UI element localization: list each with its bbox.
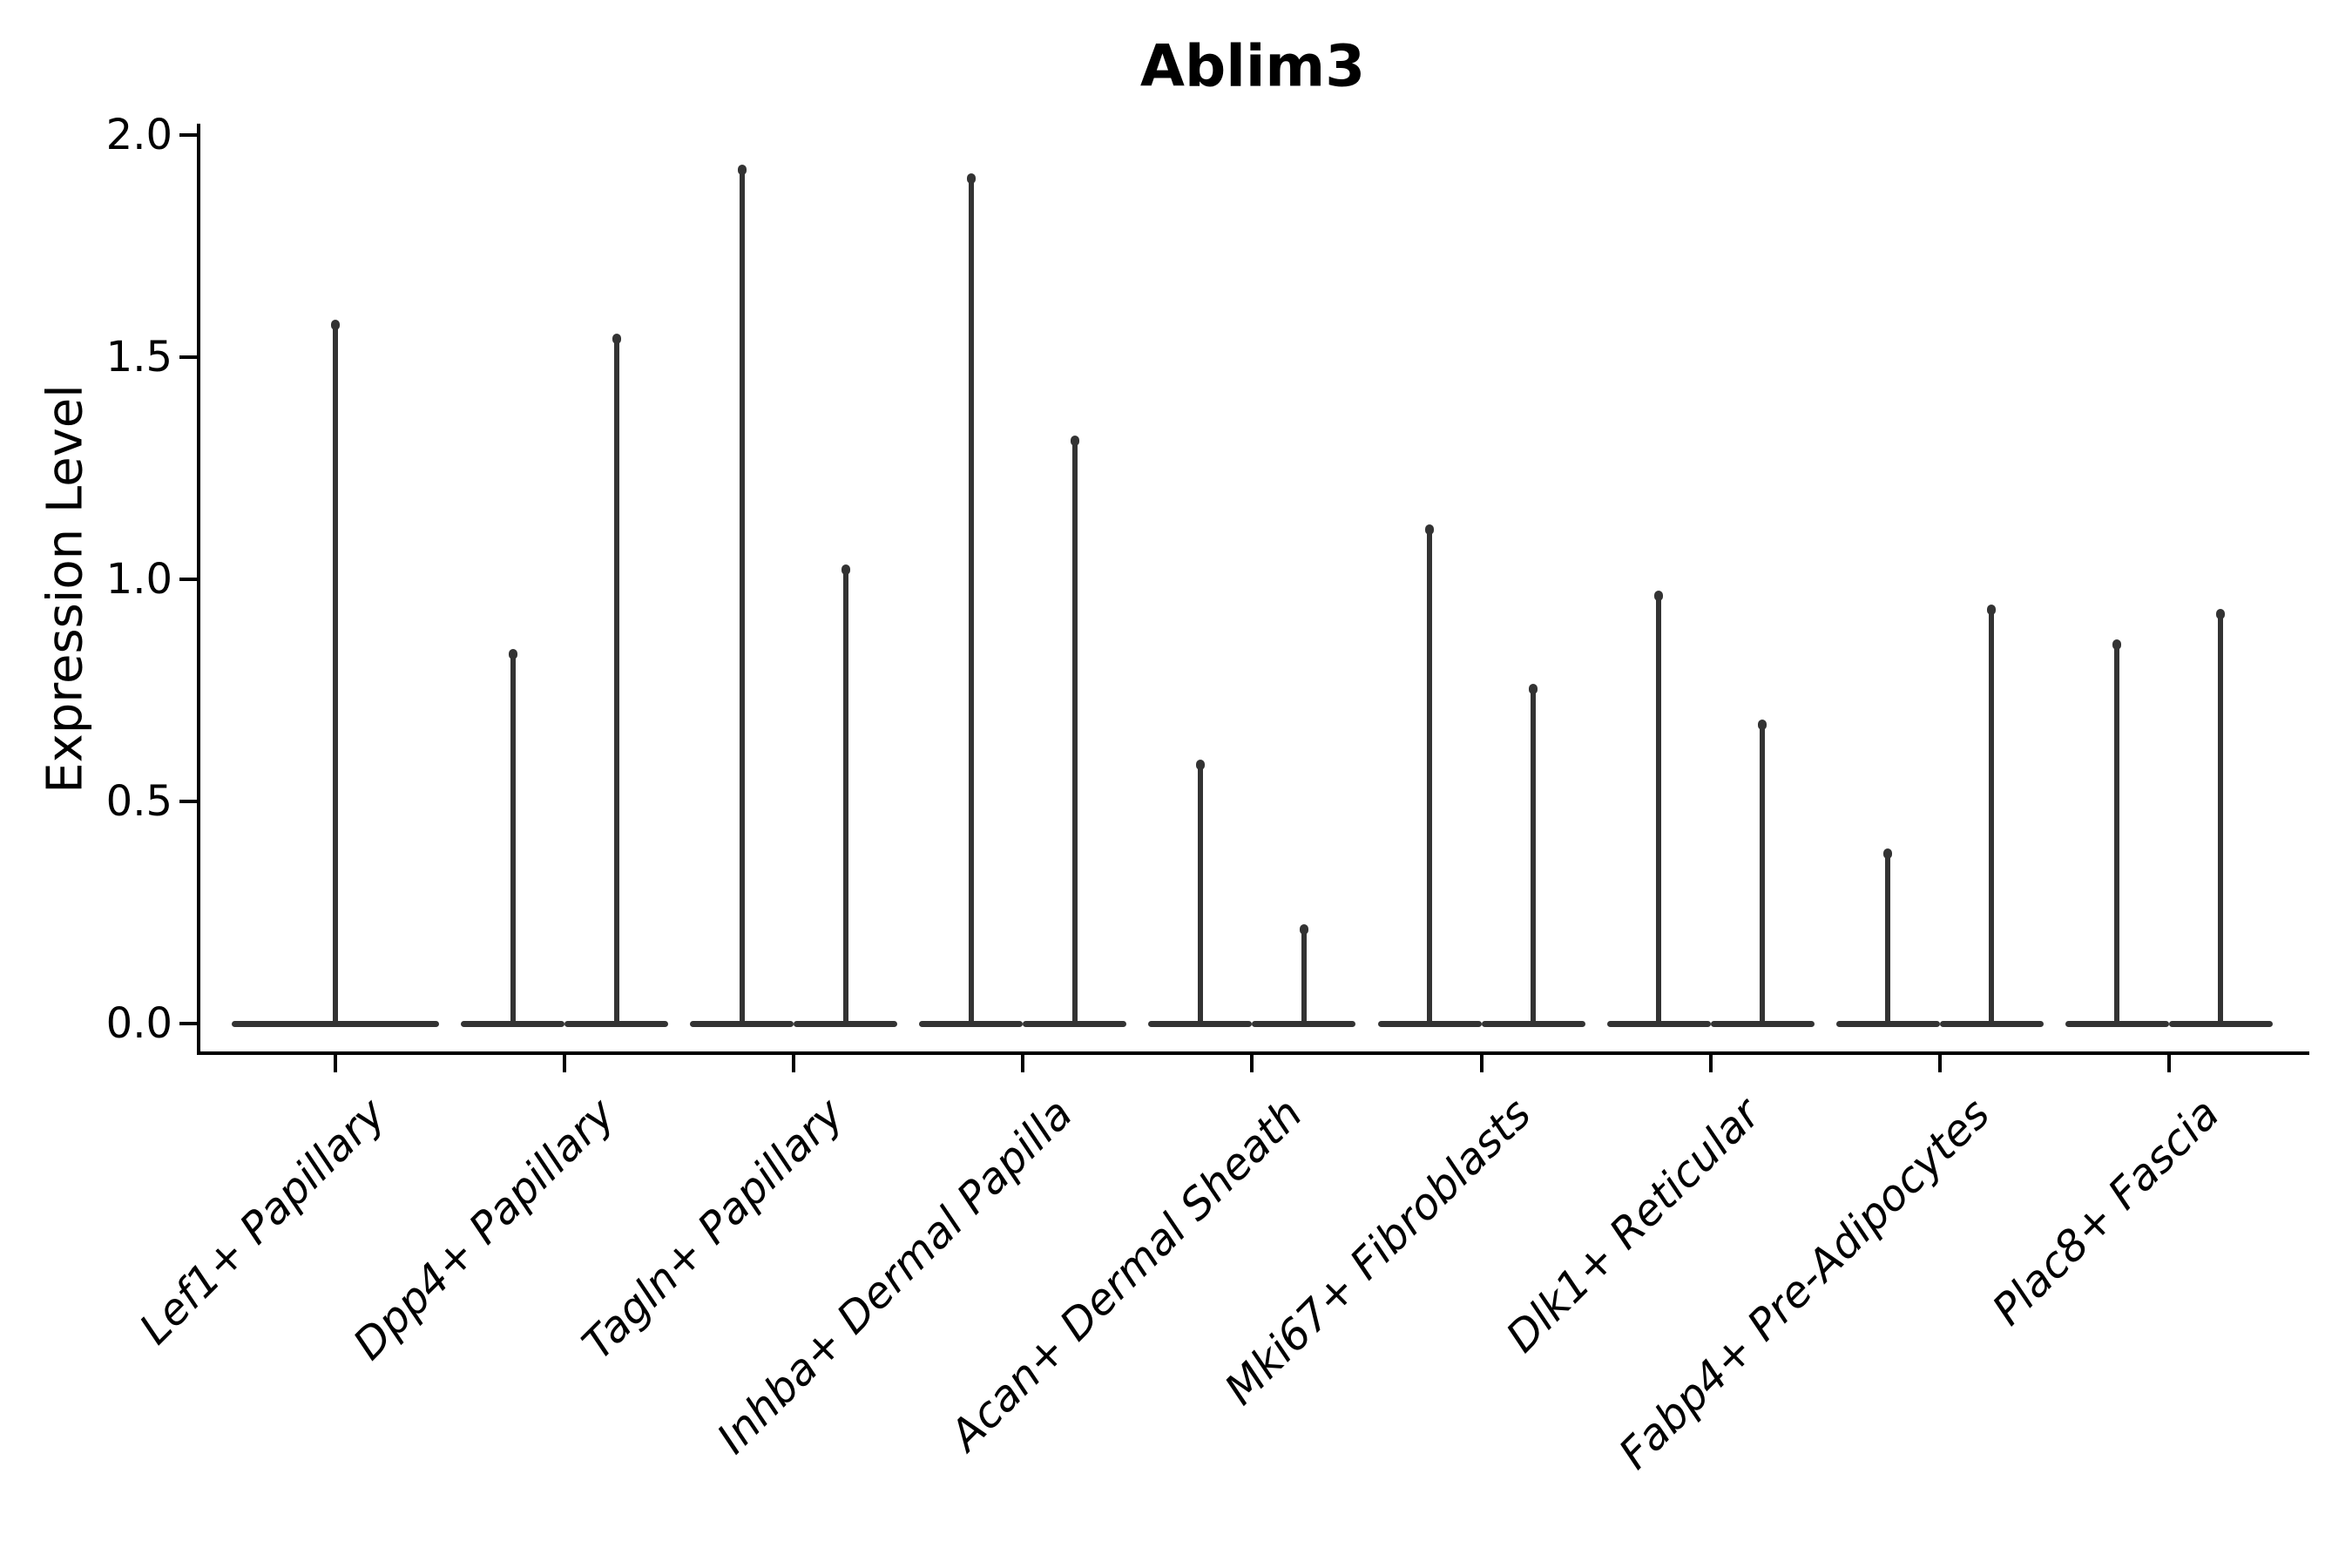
violin-max-spike (1656, 592, 1662, 1024)
violin-max-spike (2114, 641, 2120, 1024)
y-tick-label: 0.0 (105, 999, 172, 1048)
x-category-label: Lef1+ Papillary (130, 1089, 395, 1355)
x-tick (1250, 1055, 1254, 1072)
violin-spike-tip (1529, 684, 1538, 695)
violin-max-spike (613, 335, 619, 1024)
x-category-label: Fabp4+ Pre-Adipocytes (1609, 1089, 2000, 1479)
violin-spike-tip (737, 164, 747, 175)
violin-baseline (690, 1020, 794, 1027)
violin-baseline (1148, 1020, 1253, 1027)
y-tick (179, 355, 197, 359)
y-tick (179, 133, 197, 137)
y-tick-label: 0.5 (105, 777, 172, 826)
violin-baseline (1023, 1020, 1127, 1027)
x-tick (1937, 1055, 1942, 1072)
x-tick (563, 1055, 567, 1072)
y-tick (179, 1022, 197, 1025)
violin-spike-tip (966, 172, 976, 184)
violin-spike-tip (2216, 608, 2226, 619)
violin-spike-tip (1654, 591, 1664, 602)
violin-baseline (1377, 1020, 1482, 1027)
violin-baseline (1835, 1020, 1940, 1027)
violin-max-spike (2218, 610, 2224, 1024)
violin-spike-tip (2112, 639, 2122, 651)
violin-baseline (564, 1020, 669, 1027)
violin-baseline (919, 1020, 1024, 1027)
violin-spike-tip (1883, 848, 1893, 860)
y-tick-label: 1.0 (105, 555, 172, 604)
violin-spike-tip (508, 648, 517, 659)
x-tick (2166, 1055, 2171, 1072)
violin-spike-tip (1758, 720, 1767, 731)
y-tick-label: 1.5 (105, 333, 172, 382)
violin-spike-tip (1070, 435, 1079, 446)
violin-baseline (2065, 1020, 2169, 1027)
violin-baseline (1481, 1020, 1585, 1027)
y-tick (179, 800, 197, 803)
violin-max-spike (842, 565, 848, 1024)
violin-spike-tip (1195, 760, 1205, 771)
violin-max-spike (739, 166, 745, 1024)
y-tick-label: 2.0 (105, 111, 172, 159)
x-tick (1479, 1055, 1484, 1072)
violin-baseline (1939, 1020, 2044, 1027)
violin-baseline (232, 1020, 439, 1027)
y-tick (179, 578, 197, 581)
x-tick (334, 1055, 337, 1072)
x-tick (1021, 1055, 1025, 1072)
x-axis-spine (197, 1051, 2309, 1055)
violin-spike-tip (331, 320, 340, 331)
x-category-label: Dlk1+ Reticular (1497, 1089, 1770, 1362)
violin-baseline (794, 1020, 898, 1027)
violin-max-spike (1989, 605, 1995, 1024)
violin-max-spike (1301, 925, 1307, 1024)
violin-max-spike (1197, 761, 1203, 1024)
violin-baseline (1606, 1020, 1711, 1027)
violin-max-spike (510, 650, 516, 1024)
violin-spike-tip (612, 333, 621, 344)
x-tick (1708, 1055, 1713, 1072)
violin-max-spike (333, 321, 338, 1024)
chart-title: Ablim3 (1139, 32, 1366, 100)
y-axis-spine (197, 124, 200, 1055)
x-category-label: Plac8+ Fascia (1982, 1089, 2229, 1335)
violin-spike-tip (1299, 923, 1308, 935)
violin-baseline (1710, 1020, 1815, 1027)
violin-max-spike (1885, 850, 1891, 1024)
violin-max-spike (1531, 686, 1536, 1024)
violin-spike-tip (1987, 604, 1997, 615)
violin-max-spike (1427, 525, 1432, 1024)
violin-baseline (461, 1020, 565, 1027)
violin-spike-tip (1425, 524, 1434, 535)
violin-spike-tip (841, 564, 850, 575)
violin-baseline (1252, 1020, 1356, 1027)
x-tick (792, 1055, 796, 1072)
violin-max-spike (968, 174, 974, 1024)
violin-max-spike (1071, 436, 1078, 1024)
violin-max-spike (1760, 721, 1766, 1024)
violin-baseline (2168, 1020, 2273, 1027)
